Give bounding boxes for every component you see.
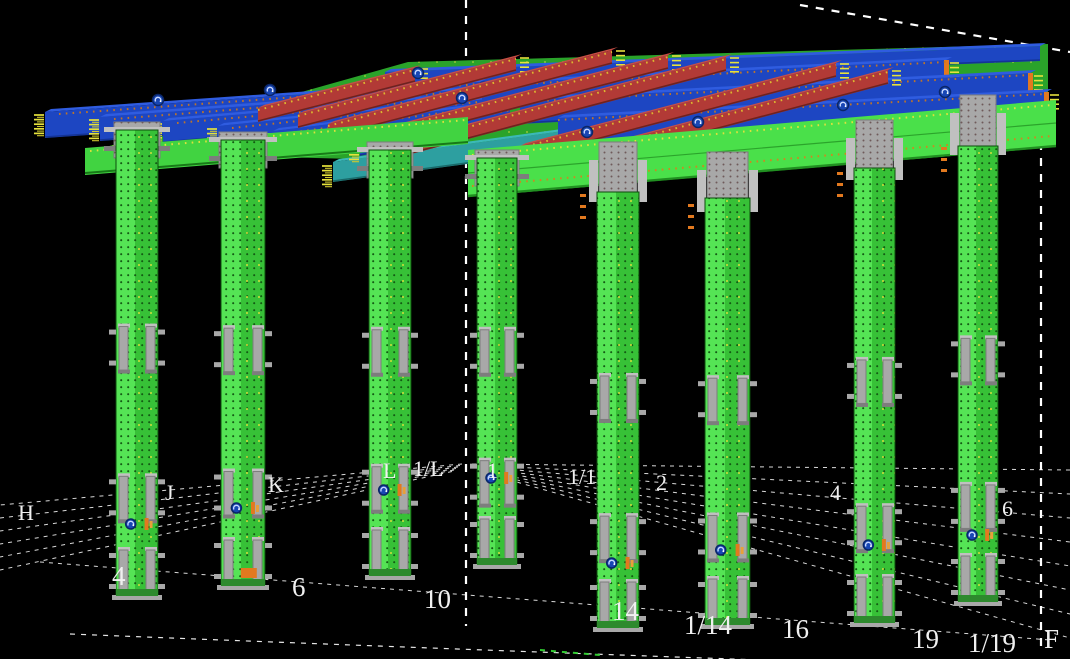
grid-label-4: 4 — [112, 561, 126, 591]
column[interactable] — [104, 121, 170, 600]
grid-label-16: 16 — [782, 614, 809, 644]
rotation-marker-icon — [691, 115, 705, 129]
rotation-marker-icon — [377, 484, 390, 496]
grid-label-14: 14 — [612, 596, 640, 626]
grid-label-6: 6 — [292, 572, 306, 602]
steel-structure — [34, 43, 1059, 632]
rotation-marker-icon — [485, 472, 497, 484]
rotation-marker-icon — [580, 125, 594, 139]
column[interactable] — [357, 141, 423, 580]
grid-label-19: 19 — [912, 624, 939, 654]
rotation-marker-icon — [230, 502, 243, 514]
rotation-marker-icon — [836, 98, 850, 112]
column[interactable] — [941, 94, 1006, 606]
grid-line — [39, 561, 1051, 641]
grid-label-H: H — [18, 500, 34, 525]
grid-line — [482, 471, 1070, 639]
grid-label-L: L — [383, 458, 396, 483]
rotation-marker-icon — [715, 544, 727, 556]
grid-label-2: 2 — [656, 470, 667, 495]
grid-label-6: 6 — [1002, 496, 1013, 521]
rotation-marker-icon — [966, 529, 978, 541]
grid-label-10: 10 — [424, 584, 451, 614]
rotation-marker-icon — [124, 518, 137, 530]
beam-red-rafter[interactable] — [297, 54, 529, 128]
grid-label-1-L: 1/L — [413, 456, 444, 481]
grid-label-J: J — [165, 480, 174, 505]
grid-line — [477, 468, 1070, 567]
rotation-marker-icon — [411, 66, 425, 80]
grid-label-1-14: 1/14 — [684, 610, 733, 640]
rotation-marker-icon — [455, 91, 469, 105]
grid-line — [69, 633, 749, 659]
column[interactable] — [688, 151, 758, 629]
rotation-marker-icon — [938, 85, 952, 99]
floor-grid — [0, 463, 1070, 659]
column[interactable] — [837, 119, 903, 627]
rotation-marker-icon — [862, 539, 875, 551]
rotation-marker-icon — [151, 93, 165, 107]
grid-label-1: 1 — [487, 458, 498, 483]
column[interactable] — [465, 149, 529, 569]
grid-line — [479, 469, 1070, 591]
grid-labels: H J K L 1/L 1 1/1 2 4 6 4 6 10 14 1/14 16 19 1/19 F — [18, 456, 1059, 658]
beam-red-rafter[interactable] — [257, 65, 428, 122]
grid-label-1-1: 1/1 — [568, 464, 596, 489]
rotation-marker-icon — [263, 83, 277, 97]
column[interactable] — [580, 141, 647, 632]
grid-label-F: F — [1044, 624, 1059, 654]
grid-label-4: 4 — [830, 480, 841, 505]
rotation-marker-icon — [605, 557, 618, 569]
grid-label-1-19: 1/19 — [968, 628, 1016, 658]
column[interactable] — [209, 131, 277, 590]
grid-label-K: K — [268, 472, 284, 497]
